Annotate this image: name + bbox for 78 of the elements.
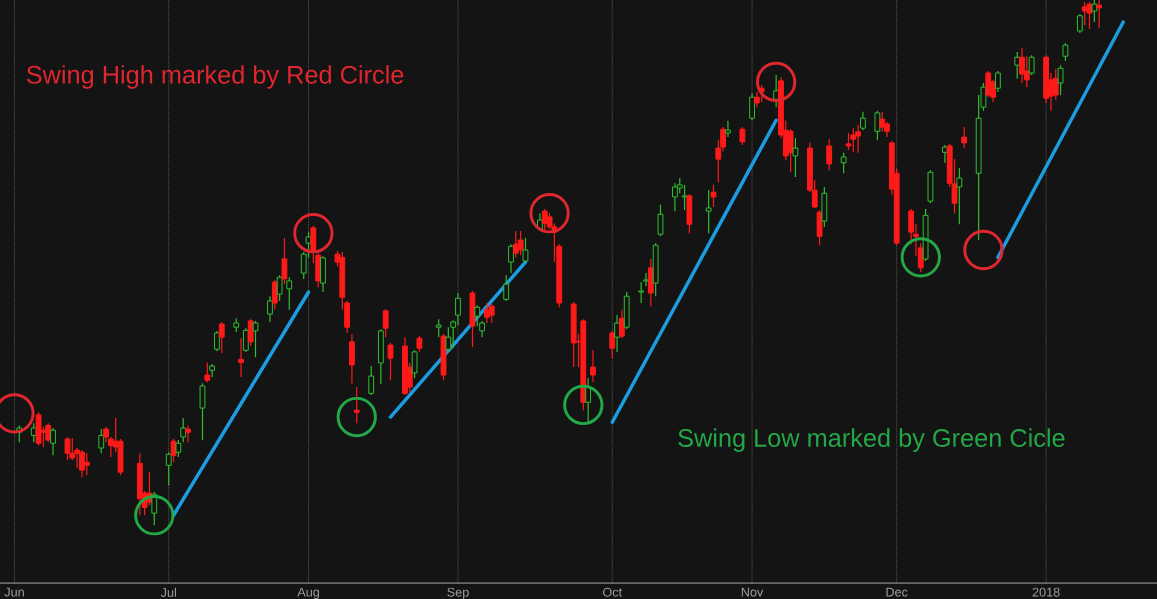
point xyxy=(293,213,334,254)
candlestick xyxy=(941,144,948,164)
candlestick xyxy=(349,333,355,384)
candlestick xyxy=(860,111,866,131)
candlestick xyxy=(609,330,616,359)
x-tick-label: Jun xyxy=(4,587,24,597)
candlestick xyxy=(840,152,847,174)
candlestick xyxy=(985,70,992,98)
candlestick xyxy=(681,184,688,211)
point xyxy=(963,229,1004,271)
candlestick xyxy=(879,111,886,133)
point xyxy=(134,495,175,536)
candlestick xyxy=(83,452,90,476)
candlestick xyxy=(247,318,254,347)
candlestick xyxy=(961,126,968,149)
candlestick xyxy=(199,382,206,441)
candlestick xyxy=(252,320,259,358)
candlestick xyxy=(710,184,717,208)
x-tick-label: Aug xyxy=(297,587,319,599)
candlestick xyxy=(50,427,56,456)
candlestick xyxy=(286,276,293,311)
candlestick xyxy=(995,70,1001,93)
candlestick xyxy=(1057,64,1064,96)
candlestick xyxy=(643,272,649,287)
candlestick xyxy=(826,138,833,171)
candlestick xyxy=(590,349,596,383)
x-tick-label: Dec xyxy=(886,587,908,597)
candlestick xyxy=(276,274,283,302)
candlestick xyxy=(956,167,963,225)
candlestick xyxy=(30,422,37,443)
candlestick xyxy=(185,424,191,443)
candlestick xyxy=(281,237,288,285)
candlestick xyxy=(503,274,510,302)
x-tick-label: Nov xyxy=(741,587,764,597)
candlestick xyxy=(1096,0,1103,29)
candlestick xyxy=(725,120,731,138)
candlestick xyxy=(657,204,664,237)
candlestick xyxy=(517,230,524,256)
annotation: Swing Low marked by Green Cicle xyxy=(678,428,1065,452)
candlestick xyxy=(638,281,645,304)
candlestick xyxy=(1086,1,1093,30)
candlestick xyxy=(792,137,799,178)
point xyxy=(756,61,797,103)
x-tick-label: 2018 xyxy=(1032,587,1060,597)
candlestick xyxy=(488,303,495,324)
candlestick xyxy=(242,327,249,353)
x-tick-label: Oct xyxy=(603,587,623,597)
candlestick xyxy=(214,330,220,352)
candlestick xyxy=(749,92,755,121)
candlestick xyxy=(874,110,881,141)
candlestick xyxy=(238,337,244,378)
candlestick xyxy=(618,309,625,339)
point xyxy=(336,396,377,438)
candlestick xyxy=(165,451,172,486)
candlestick xyxy=(508,243,514,274)
candlestick xyxy=(382,308,389,338)
point xyxy=(529,193,570,234)
candlestick xyxy=(1076,13,1083,34)
candlestick xyxy=(787,128,794,173)
candlestick xyxy=(411,349,418,379)
candlestick xyxy=(271,279,278,310)
point xyxy=(563,384,604,426)
point xyxy=(900,237,941,278)
candlestick xyxy=(353,386,360,424)
annotation: Swing High marked by Red Circle xyxy=(26,65,404,89)
x-tick-label: Sep xyxy=(447,587,469,599)
candlestick xyxy=(614,314,620,353)
candlestick xyxy=(1028,54,1035,76)
candlestick xyxy=(218,321,225,354)
candlestick xyxy=(522,237,529,263)
candlestick xyxy=(267,295,273,323)
x-tick-label: Jul xyxy=(160,587,176,597)
candlestick xyxy=(585,377,592,423)
candlestick xyxy=(64,436,71,461)
candlestick xyxy=(705,189,712,234)
candlestick xyxy=(368,365,375,396)
candlestick xyxy=(387,342,394,381)
candlestick xyxy=(180,417,187,443)
